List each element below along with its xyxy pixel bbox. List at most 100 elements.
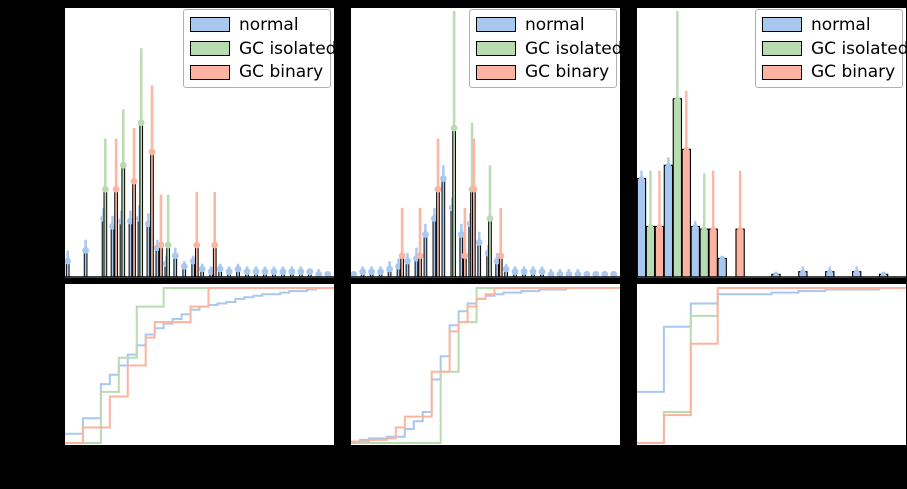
cdf-line-normal xyxy=(351,287,620,443)
cdf-line-gc-binary xyxy=(65,287,334,444)
histogram-bar xyxy=(432,217,437,278)
histogram-plot xyxy=(65,48,334,278)
panel-2-legend: normal GC isolated GC binary xyxy=(469,9,622,88)
color-swatch-icon xyxy=(190,41,230,56)
legend-entry: normal xyxy=(190,14,323,36)
data-marker xyxy=(638,175,645,182)
data-marker xyxy=(112,185,120,193)
histogram-bar xyxy=(155,247,160,278)
legend-entry: GC isolated xyxy=(190,38,336,60)
data-marker xyxy=(583,270,591,278)
data-marker xyxy=(127,217,134,225)
data-marker xyxy=(144,220,152,228)
color-swatch-icon xyxy=(476,41,516,56)
histogram-bar xyxy=(128,220,133,278)
histogram-bar xyxy=(114,188,118,278)
data-marker xyxy=(148,148,156,156)
panel-3-legend: normal GC isolated GC binary xyxy=(755,9,907,88)
data-marker xyxy=(180,262,188,270)
cdf-line-normal xyxy=(65,287,334,435)
histogram-bar xyxy=(735,228,745,278)
legend-entry: normal xyxy=(762,14,895,36)
data-marker xyxy=(119,161,127,169)
data-marker xyxy=(601,270,609,278)
legend-entry: GC binary xyxy=(476,61,609,83)
histogram-plot xyxy=(637,11,906,278)
data-marker xyxy=(164,241,172,249)
histogram-bar xyxy=(132,180,136,278)
panel-1-cdf-axes xyxy=(64,283,335,446)
legend-label: GC binary xyxy=(525,62,610,83)
data-marker xyxy=(439,175,447,182)
histogram-bar xyxy=(452,127,456,278)
data-marker xyxy=(65,257,72,265)
histogram-bar xyxy=(83,249,88,278)
histogram-bar xyxy=(488,217,492,278)
data-marker xyxy=(511,268,519,276)
data-marker xyxy=(493,257,501,265)
data-marker xyxy=(398,252,406,260)
legend-entry: GC binary xyxy=(762,61,895,83)
histogram-bar xyxy=(159,244,163,278)
histogram-bar xyxy=(110,225,115,278)
color-swatch-icon xyxy=(190,17,230,33)
legend-entry: GC binary xyxy=(190,61,323,83)
data-marker xyxy=(171,252,179,260)
panel-column-1: normal GC isolated GC binary xyxy=(64,0,336,489)
data-marker xyxy=(297,268,305,276)
data-marker xyxy=(475,239,483,246)
histogram-bar xyxy=(436,188,440,278)
data-marker xyxy=(520,268,528,276)
data-marker xyxy=(279,268,287,276)
data-marker xyxy=(610,270,618,278)
data-marker xyxy=(416,252,424,260)
cdf-line-gc-binary xyxy=(351,287,620,443)
cdf-step-plot xyxy=(351,287,620,444)
histogram-bar xyxy=(699,228,709,278)
data-marker xyxy=(422,231,429,238)
color-swatch-icon xyxy=(762,41,802,56)
histogram-bar xyxy=(477,241,482,278)
data-marker xyxy=(261,268,269,276)
data-marker xyxy=(854,269,860,275)
data-marker xyxy=(529,268,537,276)
data-marker xyxy=(359,268,367,276)
legend-label: normal xyxy=(525,14,585,35)
histogram-bar xyxy=(423,233,428,278)
data-marker xyxy=(207,268,215,276)
panel-3-cdf-axes xyxy=(636,283,907,446)
color-swatch-icon xyxy=(762,64,802,80)
data-marker xyxy=(710,226,716,232)
data-marker xyxy=(547,270,555,278)
histogram-bar xyxy=(441,178,446,278)
data-marker xyxy=(252,268,260,276)
legend-label: normal xyxy=(811,14,871,35)
data-marker xyxy=(216,265,224,273)
cdf-line-normal xyxy=(637,287,906,393)
data-marker xyxy=(461,252,469,260)
data-marker xyxy=(565,270,573,278)
data-marker xyxy=(234,265,242,273)
data-marker xyxy=(556,270,564,278)
panel-column-2: normal GC isolated GC binary xyxy=(350,0,622,489)
histogram-bar xyxy=(717,257,727,278)
cdf-line-gc-isolated xyxy=(637,287,906,444)
histogram-bar xyxy=(194,244,199,278)
legend-label: GC binary xyxy=(239,62,324,83)
histogram-bar xyxy=(166,244,170,278)
histogram-bar xyxy=(121,164,126,278)
data-marker xyxy=(434,185,442,193)
histogram-bar xyxy=(654,225,665,278)
data-marker xyxy=(665,162,671,168)
data-marker xyxy=(683,146,689,152)
data-marker xyxy=(101,185,109,193)
legend-label: GC isolated xyxy=(239,38,337,59)
data-marker xyxy=(880,271,887,277)
data-marker xyxy=(538,268,546,276)
data-marker xyxy=(306,268,314,276)
cdf-step-plot xyxy=(65,287,334,444)
data-marker xyxy=(315,270,323,278)
data-marker xyxy=(450,124,458,132)
data-marker xyxy=(243,268,251,276)
data-marker xyxy=(137,119,145,127)
